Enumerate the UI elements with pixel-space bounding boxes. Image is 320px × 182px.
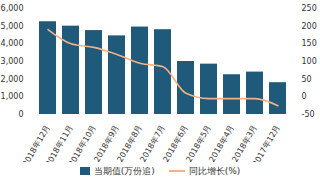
svg-text:-50: -50 [302,110,315,119]
svg-text:5,000: 5,000 [1,22,24,31]
svg-text:150: 150 [302,39,317,48]
svg-text:200: 200 [302,22,317,31]
svg-text:250: 250 [302,4,317,13]
html-text:当期值(万份追): 当期值(万份追) [93,165,155,176]
svg-text:3,000: 3,000 [1,57,24,66]
html-text:同比增长(%): 同比增长(%) [188,165,241,176]
svg-text:2,000: 2,000 [1,75,24,84]
svg-text:1,000: 1,000 [1,92,24,101]
svg-text:4,000: 4,000 [1,39,24,48]
svg-text:0: 0 [18,110,23,119]
svg-text:0: 0 [302,92,307,101]
svg-text:6,000: 6,000 [1,4,24,13]
svg-text:100: 100 [302,57,317,66]
svg-text:2017年12月: 2017年12月 [251,123,282,162]
svg-text:50: 50 [302,75,312,84]
